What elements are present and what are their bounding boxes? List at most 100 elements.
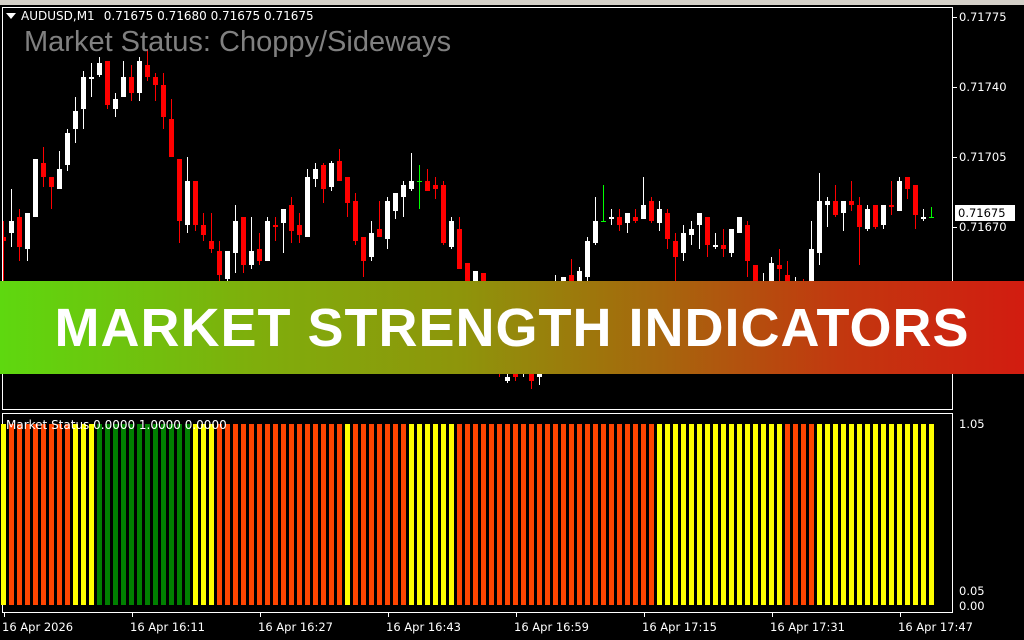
market-status-bar <box>513 424 518 605</box>
market-status-bar <box>145 424 150 605</box>
market-status-bar <box>241 424 246 605</box>
candle-body <box>65 133 70 165</box>
market-status-bar <box>809 424 814 605</box>
candle-body <box>369 233 374 257</box>
window-top-border <box>0 0 1024 5</box>
market-status-bar <box>249 424 254 605</box>
candle-body <box>385 201 390 239</box>
time-tick <box>4 613 5 617</box>
market-status-bar <box>97 424 102 605</box>
candle-body <box>873 205 878 227</box>
market-status-bar <box>545 424 550 605</box>
candle-body <box>41 163 46 177</box>
candle-body <box>3 237 6 241</box>
market-status-bar <box>833 424 838 605</box>
candle-body <box>849 201 854 205</box>
time-tick <box>132 613 133 617</box>
market-status-bar <box>225 424 230 605</box>
market-status-bar <box>609 424 614 605</box>
market-status-bar <box>913 424 918 605</box>
market-status-bar <box>777 424 782 605</box>
candle-body <box>433 185 438 189</box>
market-status-bar <box>393 424 398 605</box>
candle-body <box>681 233 686 253</box>
candle-body <box>769 263 774 281</box>
candle-body <box>913 185 918 215</box>
market-status-bar <box>233 424 238 605</box>
market-status-bar <box>841 424 846 605</box>
market-status-bar <box>673 424 678 605</box>
time-label: 16 Apr 2026 <box>2 620 74 634</box>
candle-body <box>417 181 422 182</box>
market-status-bar <box>569 424 574 605</box>
market-status-bar <box>641 424 646 605</box>
time-tick <box>900 613 901 617</box>
candle-body <box>441 185 446 243</box>
main-chart-pane[interactable] <box>2 7 953 410</box>
market-status-bar <box>649 424 654 605</box>
market-status-bar <box>217 424 222 605</box>
market-status-bar <box>441 424 446 605</box>
time-label: 16 Apr 16:11 <box>130 620 205 634</box>
candle-body <box>929 217 934 218</box>
market-status-bar <box>617 424 622 605</box>
candle-body <box>297 225 302 235</box>
candle-body <box>329 163 334 187</box>
candle-body <box>105 61 110 105</box>
price-label: 0.71775 <box>959 10 1007 24</box>
price-tick <box>953 17 957 18</box>
market-status-bar <box>257 424 262 605</box>
price-label: 0.71670 <box>959 220 1007 234</box>
market-status-bar <box>49 424 54 605</box>
candle-body <box>817 201 822 253</box>
market-status-bar <box>193 424 198 605</box>
market-status-bar <box>409 424 414 605</box>
price-label: 0.71740 <box>959 80 1007 94</box>
candle-body <box>889 205 894 207</box>
candle-body <box>201 225 206 235</box>
market-status-bar <box>385 424 390 605</box>
time-label: 16 Apr 16:43 <box>386 620 461 634</box>
candle-body <box>921 217 926 219</box>
time-label: 16 Apr 17:31 <box>770 620 845 634</box>
indicator-axis-max: 1.05 <box>959 417 985 431</box>
candle-body <box>569 275 574 281</box>
market-status-bar <box>153 424 158 605</box>
market-status-bar <box>737 424 742 605</box>
market-status-bar <box>521 424 526 605</box>
market-status-bar <box>825 424 830 605</box>
candle-body <box>321 165 326 189</box>
candle-body <box>281 209 286 223</box>
candle-body <box>465 263 470 281</box>
market-status-bar <box>297 424 302 605</box>
candle-body <box>145 65 150 77</box>
market-status-bar <box>401 424 406 605</box>
dropdown-triangle-icon[interactable] <box>6 13 16 19</box>
candle-body <box>393 193 398 211</box>
time-tick <box>644 613 645 617</box>
market-status-bar <box>281 424 286 605</box>
market-status-bar <box>65 424 70 605</box>
candle-body <box>457 229 462 269</box>
candle-body <box>665 213 670 239</box>
market-status-bar <box>161 424 166 605</box>
market-status-bar <box>481 424 486 605</box>
candle-body <box>57 169 62 189</box>
candle-body <box>833 201 838 215</box>
candle-body <box>881 205 886 225</box>
candle-body <box>305 177 310 237</box>
candle-body <box>249 251 254 265</box>
candle-body <box>225 251 230 279</box>
candle-body <box>33 159 38 217</box>
market-status-bar <box>889 424 894 605</box>
candle-body <box>473 271 478 285</box>
market-status-bar <box>289 424 294 605</box>
market-status-bar <box>505 424 510 605</box>
time-label: 16 Apr 17:15 <box>642 620 717 634</box>
candle-body <box>217 251 222 275</box>
market-status-bar <box>113 424 118 605</box>
market-status-bar <box>377 424 382 605</box>
market-status-bar <box>593 424 598 605</box>
candle-body <box>905 177 910 189</box>
market-status-bar <box>433 424 438 605</box>
